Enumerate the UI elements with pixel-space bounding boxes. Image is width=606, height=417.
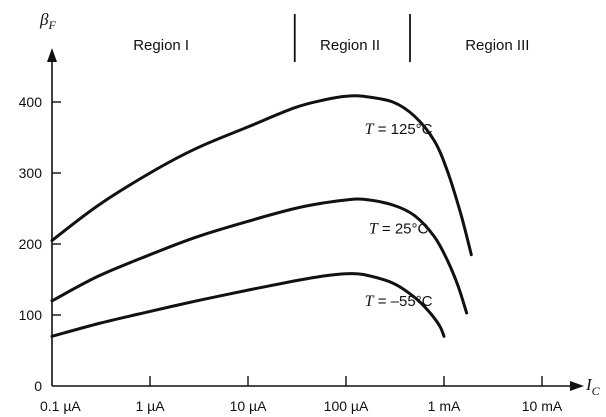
x-tick-label: 1 mA [428, 398, 461, 414]
x-tick-label: 1 µA [135, 398, 165, 414]
x-axis-arrow-icon [570, 381, 584, 391]
y-tick-label: 300 [19, 165, 43, 181]
series-label: T = –55°C [365, 293, 433, 310]
region-layer: Region I Region II Region III [133, 14, 529, 62]
y-tick-label: 100 [19, 307, 43, 323]
series-label: T = 125°C [365, 121, 433, 138]
curve-layer [50, 94, 473, 338]
x-tick-label: 10 µA [230, 398, 268, 414]
series-line [50, 197, 469, 315]
label-layer: βF IC T = 125°C T = 25°C T = –55°C [39, 10, 601, 398]
x-axis-label: IC [585, 375, 601, 398]
series-line [50, 94, 473, 257]
x-tick-label: 10 mA [522, 398, 563, 414]
x-tick-label: 0.1 µA [40, 398, 81, 414]
region-label: Region II [320, 37, 380, 54]
y-tick-label: 200 [19, 236, 43, 252]
axes [47, 48, 584, 391]
series-line [50, 272, 446, 338]
y-axis-label: βF [39, 10, 56, 32]
y-tick-label: 400 [19, 94, 43, 110]
region-label: Region III [465, 37, 529, 54]
x-tick-label: 100 µA [324, 398, 369, 414]
region-label: Region I [133, 37, 189, 54]
tick-marks: 0 100 200 300 400 0.1 µA 1 µA 10 µA 100 µA 1 mA 10… [19, 94, 563, 414]
y-axis-arrow-icon [47, 48, 57, 62]
series-label: T = 25°C [369, 220, 429, 237]
y-tick-label: 0 [34, 378, 42, 394]
